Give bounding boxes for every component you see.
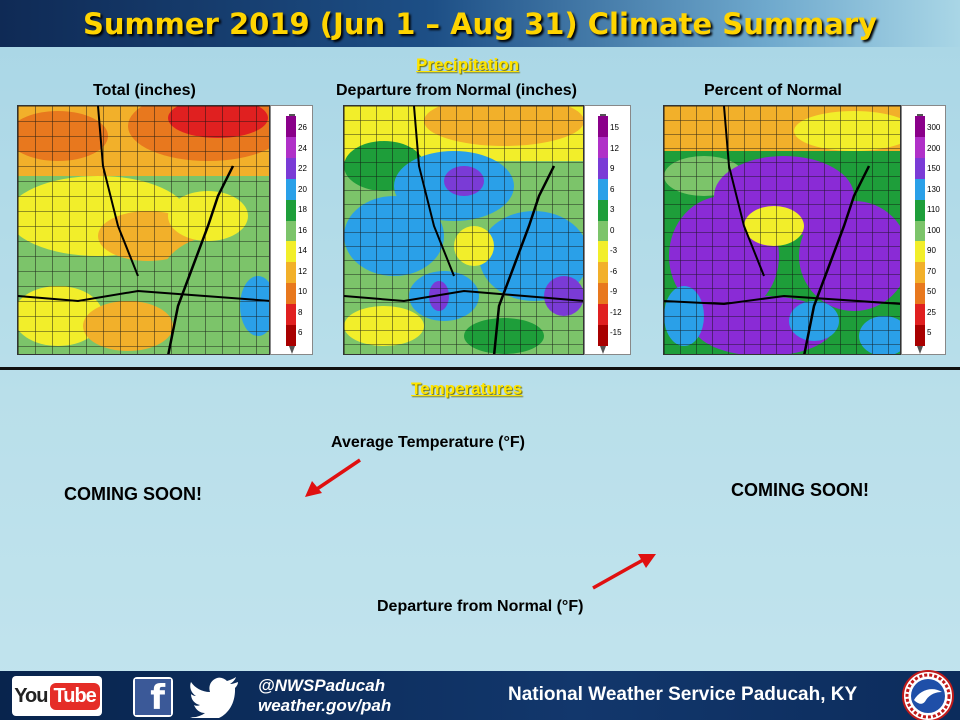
legend-tick-label: 130 <box>927 184 941 194</box>
legend-color-segment <box>598 199 608 222</box>
legend-color-segment <box>286 116 296 138</box>
legend-color-segment <box>286 220 296 242</box>
legend-tick-label: -6 <box>610 266 618 276</box>
legend-tick-label: -3 <box>610 246 618 255</box>
legend-color-segment <box>598 262 608 284</box>
legend-color-segment <box>286 325 296 347</box>
legend-tick-label: 3 <box>610 205 615 214</box>
legend-color-segment <box>598 178 608 201</box>
youtube-logo[interactable]: You Tube <box>12 676 102 716</box>
coming-soon-right: COMING SOON! <box>731 480 869 500</box>
legend-color-segment <box>598 220 608 242</box>
legend-color-segment <box>598 241 608 263</box>
legend-tick-label: 20 <box>298 184 307 194</box>
coming-soon-left: COMING SOON! <box>64 484 202 504</box>
legend-tick-label: 150 <box>927 164 941 173</box>
website-link[interactable]: weather.gov/pah <box>258 696 392 715</box>
legend-tick-label: 10 <box>298 287 307 296</box>
legend-tick-label: 12 <box>610 143 619 153</box>
legend-tick-label: 300 <box>927 123 941 132</box>
legend-color-segment <box>598 157 608 180</box>
facebook-f: f <box>135 679 171 715</box>
legend-color-segment <box>286 262 296 284</box>
legend-tick-label: 14 <box>298 246 307 255</box>
legend-color-segment <box>286 157 296 180</box>
legend-tick-label: 16 <box>298 225 307 235</box>
legend-tick-label: 200 <box>927 143 941 153</box>
legend-tick-label: 9 <box>610 164 615 173</box>
departure-precip-map <box>343 105 584 355</box>
departure-temp-caption: Departure from Normal (°F) <box>377 598 584 615</box>
legend-tick-label: 50 <box>927 287 936 296</box>
legend-tick-label: 100 <box>927 225 941 235</box>
total-precip-map <box>17 105 270 355</box>
legend-tick-label: -9 <box>610 287 618 296</box>
departure-legend: 15 12 9 6 3 0 -3 -6 -9 -12 -15 <box>584 105 631 355</box>
legend-color-segment <box>598 116 608 138</box>
title-bar: Summer 2019 (Jun 1 – Aug 31) Climate Sum… <box>0 0 960 47</box>
legend-tick-label: 8 <box>298 307 303 317</box>
legend-color-segment <box>915 199 925 222</box>
legend-color-segment <box>915 241 925 263</box>
legend-color-segment <box>286 304 296 326</box>
legend-color-segment <box>915 283 925 305</box>
percent-map-label: Percent of Normal <box>704 82 842 99</box>
legend-color-segment <box>915 157 925 180</box>
total-map-label: Total (inches) <box>93 82 196 99</box>
legend-color-segment <box>915 116 925 138</box>
legend-color-segment <box>286 178 296 201</box>
legend-tick-label: 0 <box>610 225 615 235</box>
legend-color-segment <box>915 136 925 159</box>
total-legend: 26 24 22 20 18 16 14 12 10 8 6 <box>270 105 313 355</box>
departure-map-label: Departure from Normal (inches) <box>336 82 577 99</box>
youtube-tube-text: Tube <box>49 682 100 710</box>
legend-color-segment <box>286 199 296 222</box>
legend-color-segment <box>598 325 608 347</box>
legend-tick-label: 12 <box>298 266 307 276</box>
legend-tick-label: 110 <box>927 205 940 214</box>
legend-color-segment <box>598 304 608 326</box>
section-divider <box>0 367 960 370</box>
legend-tick-label: 6 <box>298 328 303 337</box>
social-text: @NWSPaducah weather.gov/pah <box>258 676 391 716</box>
office-name: National Weather Service Paducah, KY <box>508 684 858 705</box>
youtube-you-text: You <box>14 684 48 707</box>
legend-tick-label: 70 <box>927 266 936 276</box>
facebook-icon[interactable]: f <box>133 677 173 717</box>
legend-tick-label: 90 <box>927 246 936 255</box>
legend-color-segment <box>598 136 608 159</box>
legend-tick-label: 5 <box>927 328 932 337</box>
legend-color-segment <box>915 178 925 201</box>
precipitation-heading: Precipitation <box>416 55 519 74</box>
legend-tick-label: 15 <box>610 123 619 132</box>
percent-precip-map <box>663 105 901 355</box>
legend-tick-label: 24 <box>298 143 307 153</box>
avg-temp-caption: Average Temperature (°F) <box>331 434 526 451</box>
legend-tick-label: 25 <box>927 307 936 317</box>
arrow-to-right-map-icon <box>592 554 656 590</box>
arrow-to-left-map-icon <box>305 458 361 497</box>
percent-legend: 300 200 150 130 110 100 90 70 50 25 5 <box>901 105 946 355</box>
legend-color-segment <box>915 220 925 242</box>
legend-color-segment <box>286 241 296 263</box>
legend-tick-label: 22 <box>298 164 307 173</box>
temperatures-heading: Temperatures <box>411 379 523 398</box>
legend-tick-label: 6 <box>610 184 615 194</box>
legend-tick-label: 26 <box>298 123 307 132</box>
legend-tick-label: -12 <box>610 307 622 317</box>
page-title: Summer 2019 (Jun 1 – Aug 31) Climate Sum… <box>82 6 878 41</box>
legend-color-segment <box>286 283 296 305</box>
twitter-handle[interactable]: @NWSPaducah <box>258 676 386 695</box>
legend-color-segment <box>598 283 608 305</box>
twitter-icon[interactable] <box>190 676 240 718</box>
legend-color-segment <box>915 262 925 284</box>
legend-tick-label: -15 <box>610 328 622 337</box>
nws-logo-icon <box>902 670 954 720</box>
legend-tick-label: 18 <box>298 205 307 214</box>
legend-color-segment <box>286 136 296 159</box>
legend-color-segment <box>915 304 925 326</box>
legend-color-segment <box>915 325 925 347</box>
